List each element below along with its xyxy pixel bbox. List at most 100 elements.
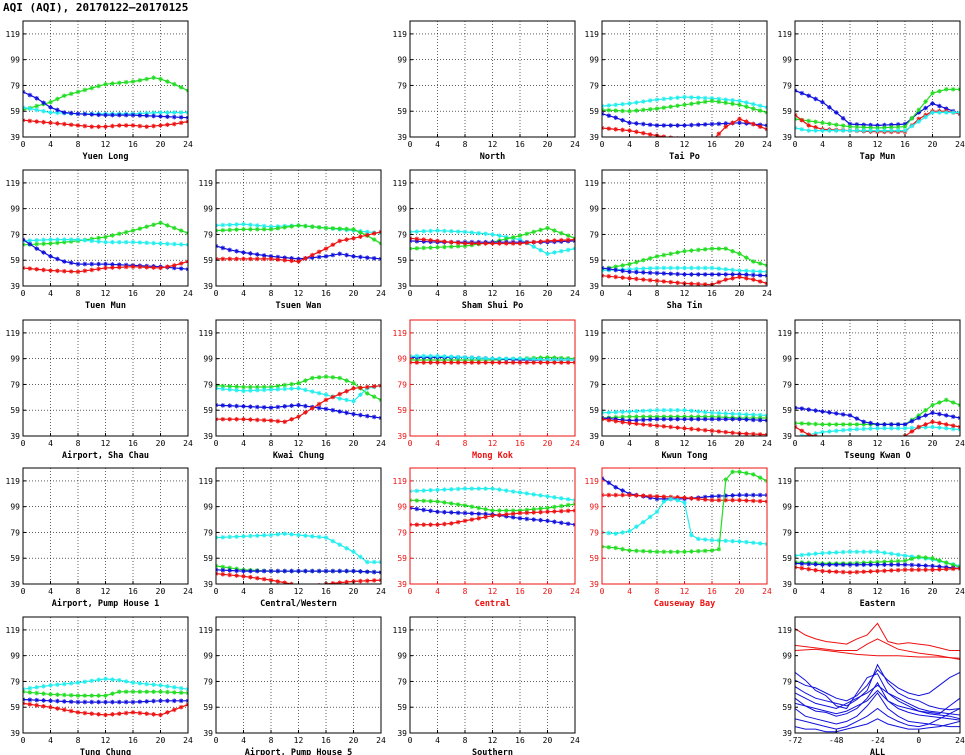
data-point-green: [241, 384, 246, 390]
data-point-cyan: [545, 251, 550, 257]
data-point-green: [654, 414, 660, 419]
data-point-green: [875, 125, 880, 131]
y-tick-label: 59: [589, 554, 599, 563]
station-label: Tung Chung: [80, 748, 131, 755]
data-point-red: [330, 581, 336, 584]
data-point-green: [144, 224, 150, 230]
data-point-blue: [606, 480, 612, 486]
data-point-cyan: [144, 681, 150, 687]
data-point-red: [841, 437, 846, 442]
data-point-red: [545, 509, 550, 515]
data-point-cyan: [634, 408, 639, 414]
data-point-green: [282, 382, 288, 388]
y-tick-label: 79: [397, 528, 407, 537]
data-point-blue: [27, 697, 33, 703]
data-point-blue: [151, 698, 156, 704]
data-point-red: [171, 263, 177, 268]
station-label: Causeway Bay: [654, 599, 715, 609]
data-point-cyan: [620, 101, 625, 107]
data-point-red: [254, 417, 260, 423]
data-point-red: [158, 265, 163, 271]
data-point-cyan: [545, 357, 550, 363]
data-point-blue: [875, 123, 880, 128]
data-point-red: [275, 418, 281, 424]
data-point-cyan: [227, 534, 233, 540]
data-point-blue: [275, 568, 281, 574]
data-point-cyan: [833, 550, 839, 555]
data-point-red: [682, 425, 687, 431]
data-point-cyan: [130, 239, 136, 245]
data-point-red: [428, 360, 433, 365]
data-point-red: [950, 423, 956, 428]
data-point-cyan: [524, 491, 530, 496]
data-point-cyan: [930, 110, 935, 115]
data-point-cyan: [640, 99, 646, 104]
series-line-blue: [795, 692, 960, 728]
data-point-blue: [171, 698, 177, 704]
data-point-red: [634, 276, 639, 282]
data-point-blue: [309, 255, 315, 260]
data-point-blue: [833, 411, 839, 416]
station-label: Mong Kok: [472, 451, 513, 461]
data-point-blue: [888, 122, 894, 128]
series-group: [795, 622, 960, 733]
y-tick-label: 99: [589, 355, 599, 364]
data-point-cyan: [799, 552, 805, 558]
data-point-green: [254, 384, 260, 390]
x-tick-label: 0: [408, 140, 413, 149]
data-point-cyan: [565, 357, 571, 363]
x-tick-label: 4: [627, 587, 632, 596]
x-tick-label: 0: [408, 587, 413, 596]
data-point-blue: [371, 255, 377, 261]
y-tick-label: 119: [6, 477, 21, 486]
data-point-red: [241, 256, 246, 262]
data-point-cyan: [902, 425, 908, 431]
data-point-red: [861, 569, 867, 575]
y-tick-label: 99: [397, 503, 407, 512]
data-point-red: [558, 237, 564, 243]
data-point-green: [902, 558, 908, 564]
data-point-green: [950, 87, 956, 92]
data-point-cyan: [875, 425, 880, 431]
data-point-red: [414, 522, 420, 528]
y-tick-label: 119: [6, 626, 21, 635]
data-point-blue: [833, 562, 839, 567]
data-point-cyan: [309, 534, 315, 539]
data-point-red: [358, 578, 363, 584]
data-point-green: [737, 251, 742, 257]
data-point-blue: [61, 110, 67, 115]
data-point-cyan: [613, 102, 619, 108]
data-point-green: [448, 244, 454, 249]
data-point-green: [344, 378, 349, 383]
data-point-cyan: [254, 223, 260, 228]
data-point-red: [351, 236, 356, 241]
data-point-blue: [647, 122, 653, 128]
y-tick-label: 59: [589, 406, 599, 415]
data-point-green: [364, 391, 370, 396]
data-point-blue: [744, 492, 749, 498]
x-tick-label: 4: [435, 587, 440, 596]
data-point-red: [517, 241, 523, 246]
data-point-cyan: [757, 541, 763, 546]
x-tick-label: 16: [515, 140, 525, 149]
data-point-red: [490, 241, 495, 246]
data-point-blue: [241, 250, 246, 255]
y-tick-label: 39: [10, 432, 20, 441]
data-point-red: [448, 360, 454, 365]
data-point-cyan: [737, 268, 742, 273]
data-point-green: [695, 247, 701, 253]
data-point-red: [937, 567, 942, 572]
data-point-red: [916, 567, 922, 573]
data-point-green: [158, 220, 163, 226]
data-point-green: [158, 76, 163, 82]
data-point-red: [462, 241, 468, 246]
data-point-red: [627, 128, 632, 133]
data-point-cyan: [716, 266, 722, 271]
data-point-cyan: [151, 110, 156, 116]
data-point-green: [476, 505, 482, 511]
data-point-red: [799, 117, 805, 123]
data-point-blue: [323, 254, 329, 259]
data-point-cyan: [55, 237, 60, 242]
y-tick-label: 79: [782, 81, 792, 90]
